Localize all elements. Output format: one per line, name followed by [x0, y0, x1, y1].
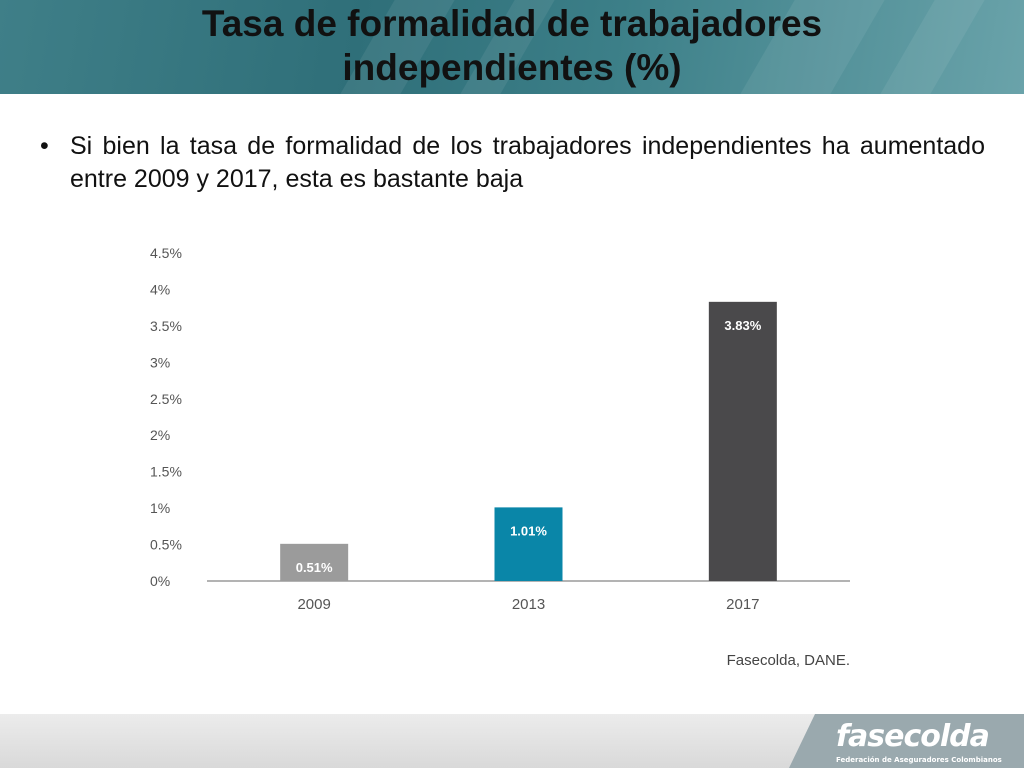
y-tick-label: 4.5%: [150, 245, 182, 261]
y-tick-label: 2.5%: [150, 391, 182, 407]
y-tick-label: 4%: [150, 281, 170, 297]
y-tick-label: 3%: [150, 354, 170, 370]
bar-2013: [494, 507, 563, 581]
y-tick-label: 0%: [150, 573, 170, 589]
logo-tagline: Federación de Aseguradores Colombianos: [836, 756, 1002, 764]
x-tick-label-2013: 2013: [512, 596, 545, 613]
slide-title: Tasa de formalidad de trabajadores indep…: [0, 2, 1024, 90]
fasecolda-logo: fasecolda: [836, 719, 990, 754]
x-tick-label-2017: 2017: [726, 596, 759, 613]
title-bar: [0, 0, 1024, 94]
chart-source: Fasecolda, DANE.: [727, 652, 850, 669]
y-tick-label: 1.5%: [150, 464, 182, 480]
logo-background: [789, 714, 1024, 768]
bar-chart: 0% 0.5% 1% 1.5% 2% 2.5% 3% 3.5% 4% 4.5% 0.51% 2009 1…: [150, 245, 850, 669]
slide-title-line-1: Tasa de formalidad de trabajadores: [201, 3, 823, 44]
data-label-2009: 0.51%: [296, 560, 333, 575]
bullet-icon: •: [40, 132, 49, 160]
x-tick-label-2009: 2009: [297, 596, 330, 613]
data-label-2013: 1.01%: [510, 523, 547, 538]
y-tick-label: 2%: [150, 427, 170, 443]
slide-title-line-2: independientes (%): [342, 47, 682, 88]
y-tick-label: 0.5%: [150, 537, 182, 553]
bullet-point: • Si bien la tasa de formalidad de los t…: [40, 130, 985, 196]
data-label-2017: 3.83%: [724, 318, 761, 333]
y-tick-label: 1%: [150, 500, 170, 516]
y-tick-label: 3.5%: [150, 318, 182, 334]
bullet-text: Si bien la tasa de formalidad de los tra…: [70, 132, 985, 193]
bar-2017: [708, 301, 777, 581]
bar-2009: [280, 543, 349, 581]
